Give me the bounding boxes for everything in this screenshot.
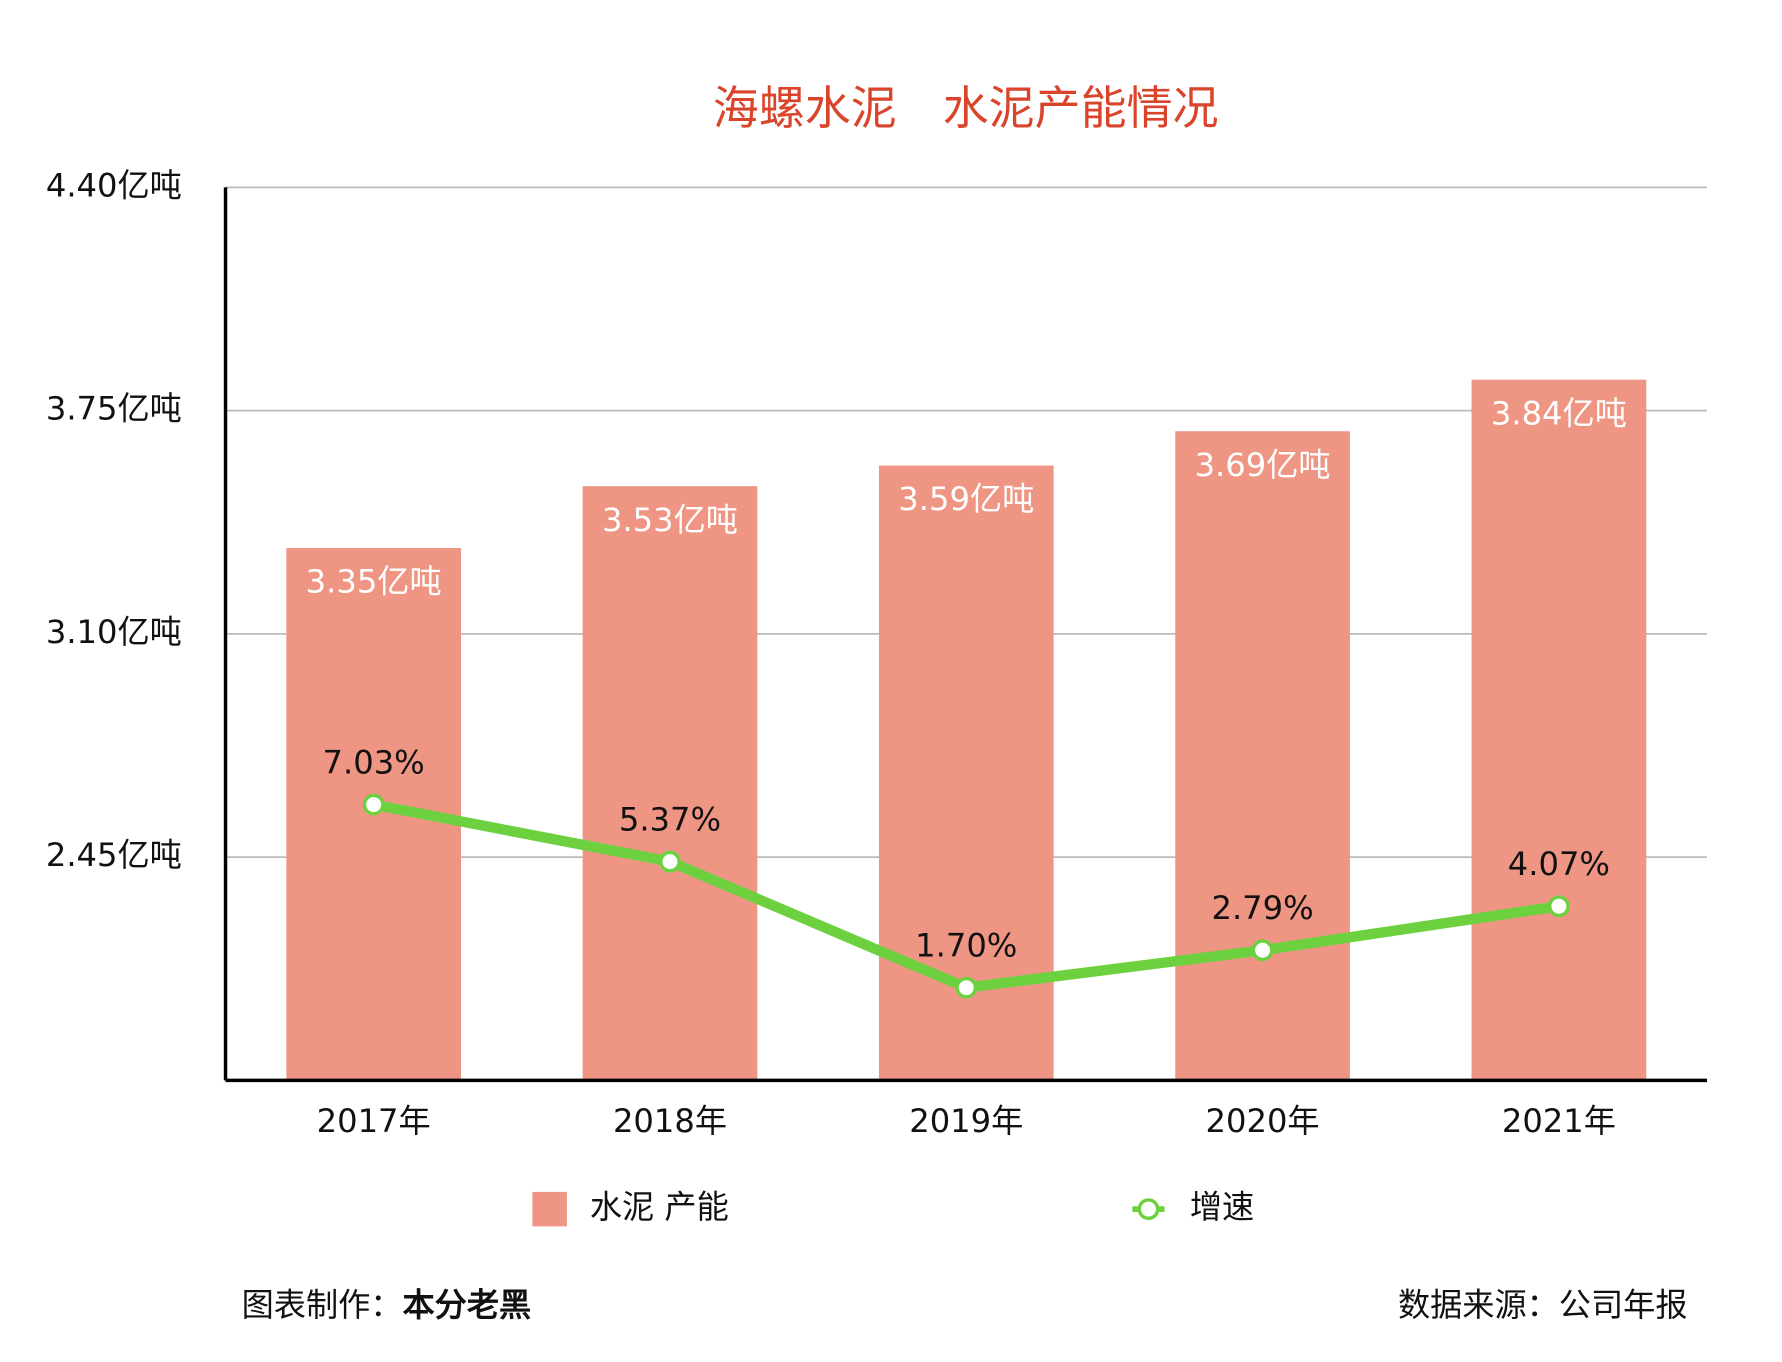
- source: 数据来源：公司年报: [1398, 1286, 1688, 1324]
- credit: 图表制作：本分老黑: [242, 1286, 532, 1324]
- legend-marker: [1137, 1198, 1160, 1221]
- bar-label: 3.53亿吨: [602, 501, 738, 539]
- bar-label: 3.84亿吨: [1491, 394, 1627, 432]
- y-tick-label: 4.40亿吨: [46, 166, 182, 204]
- chart-title: 海螺水泥 水泥产能情况: [713, 81, 1219, 135]
- y-tick-label: 2.45亿吨: [46, 836, 182, 874]
- bar-label: 3.69亿吨: [1195, 446, 1331, 484]
- x-tick-label: 2021年: [1502, 1102, 1616, 1140]
- line-label: 1.70%: [915, 926, 1017, 964]
- line-marker: [362, 793, 385, 816]
- bar-label: 3.59亿吨: [898, 480, 1034, 518]
- bar: [582, 486, 758, 1081]
- line-marker: [1547, 895, 1570, 918]
- bar: [1471, 379, 1647, 1081]
- line-label: 5.37%: [619, 800, 721, 838]
- line-marker: [659, 850, 681, 873]
- line-label: 2.79%: [1211, 889, 1313, 927]
- legend-label: 水泥 产能: [590, 1188, 729, 1226]
- line-label: 7.03%: [323, 743, 425, 781]
- x-tick-label: 2017年: [317, 1102, 431, 1140]
- y-tick-label: 3.10亿吨: [46, 613, 182, 651]
- line-marker: [955, 976, 978, 999]
- credit-label: 图表制作：: [242, 1286, 403, 1324]
- bar-label: 3.35亿吨: [306, 563, 442, 601]
- credit-name: 本分老黑: [402, 1286, 531, 1324]
- x-tick-label: 2018年: [613, 1102, 727, 1140]
- legend-swatch: [532, 1191, 567, 1227]
- line-marker: [1251, 939, 1274, 962]
- x-tick-label: 2019年: [909, 1102, 1023, 1140]
- line-label: 4.07%: [1508, 845, 1610, 883]
- legend-label: 增速: [1190, 1188, 1254, 1226]
- bar: [1175, 431, 1350, 1081]
- x-tick-label: 2020年: [1206, 1102, 1320, 1140]
- y-tick-label: 3.75亿吨: [46, 390, 182, 428]
